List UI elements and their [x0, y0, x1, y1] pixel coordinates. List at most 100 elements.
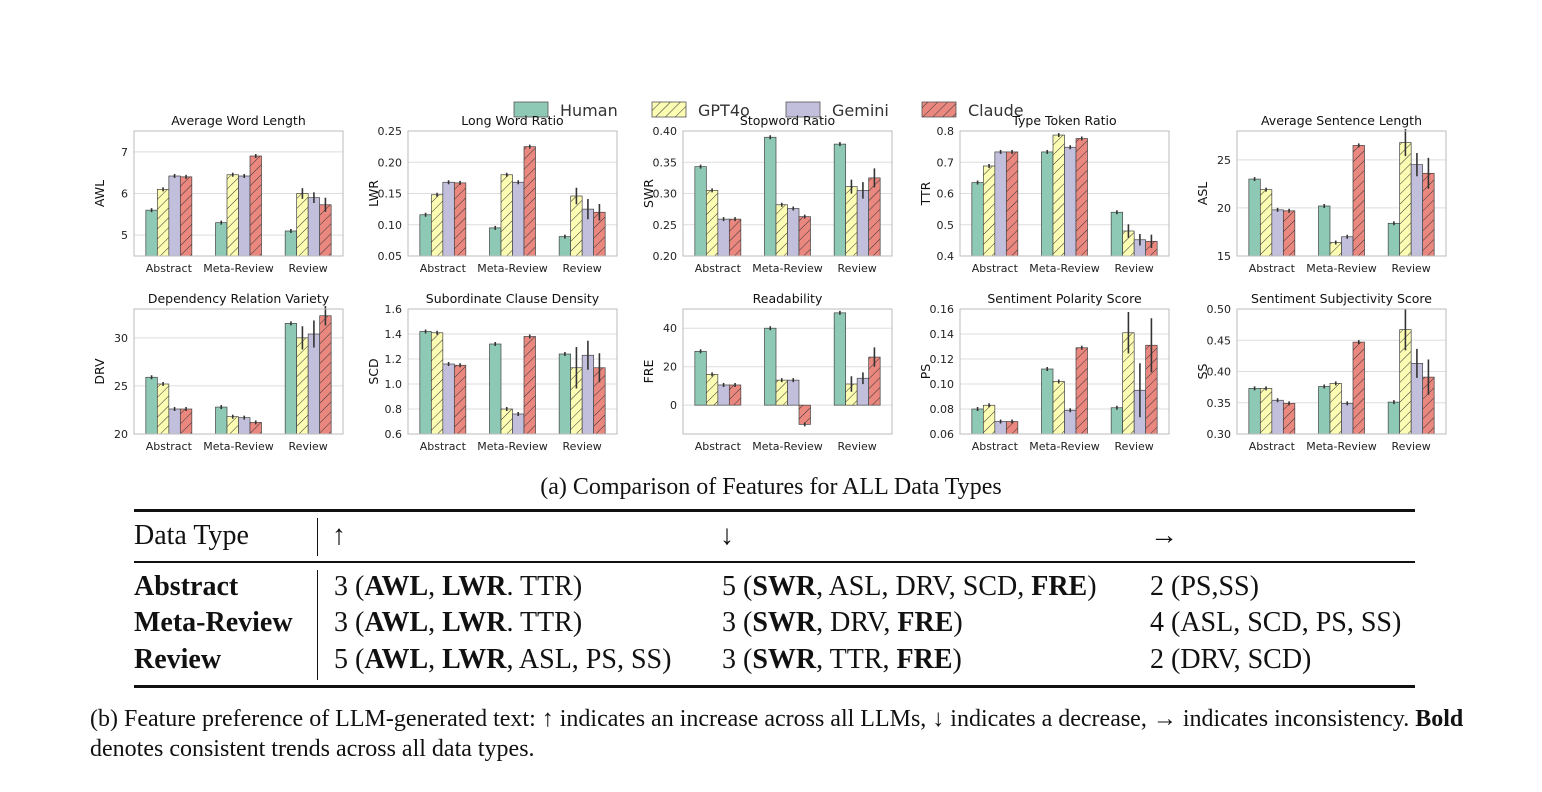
bar-fill — [1064, 409, 1077, 435]
bar-gpt4o-review — [1399, 308, 1412, 435]
text-run: 3 ( — [334, 571, 365, 602]
text-run: 4 (ASL, SCD, PS, SS) — [1150, 607, 1402, 638]
y-tick-label: 0.15 — [378, 188, 403, 201]
x-tick-label: Review — [289, 440, 328, 453]
bar-gpt4o-review — [570, 347, 583, 435]
y-tick-label: 1.2 — [385, 353, 403, 366]
bar-claude-meta-review — [249, 420, 262, 435]
bar-hatch — [1353, 342, 1365, 434]
bar-claude-review — [319, 197, 332, 257]
bar-gemini-abstract — [717, 382, 730, 406]
bar-human-meta-review — [215, 405, 228, 435]
bar-gpt4o-abstract — [1259, 386, 1273, 435]
bar-gemini-abstract — [1271, 207, 1284, 257]
bar-gemini-review — [1410, 153, 1424, 257]
bar-human-abstract — [419, 329, 432, 435]
y-tick-label: 0.6 — [385, 428, 403, 441]
x-tick-label: Review — [1392, 440, 1431, 453]
bar-gpt4o-review — [1399, 129, 1412, 257]
x-tick-label: Review — [1115, 440, 1154, 453]
legend-swatch — [513, 101, 549, 118]
bar-fill — [1271, 209, 1284, 257]
bar-human-meta-review — [764, 326, 777, 406]
bar-hatch — [319, 315, 332, 434]
bar-fill — [215, 222, 228, 257]
bar-fill — [971, 182, 984, 257]
axes-frame — [407, 130, 618, 257]
bar-hatch — [296, 193, 309, 256]
bold-feature: LWR — [442, 571, 507, 602]
bar-gemini-abstract — [994, 149, 1007, 257]
y-tick-label: 0.06 — [930, 428, 955, 441]
bar-claude-meta-review — [798, 214, 811, 257]
panel-scd: 0.6 0.8 1.0 1.2 1.4 1.6 Abstract Meta-Review Rev… — [366, 291, 618, 453]
y-tick-label: 1.6 — [385, 303, 403, 316]
bar-claude-meta-review — [1352, 340, 1365, 435]
text-run: 3 ( — [722, 644, 753, 675]
axes-frame — [959, 130, 1170, 257]
bar-hatch — [799, 216, 811, 256]
bar-human-meta-review — [1318, 204, 1331, 257]
x-tick-label: Abstract — [420, 262, 467, 275]
bar-claude-abstract — [453, 363, 467, 435]
bar-fill — [512, 413, 525, 435]
table-cell-flat: 2 (PS,SS) — [1150, 570, 1259, 604]
bar-human-review — [284, 321, 298, 435]
bar-human-meta-review — [489, 342, 502, 435]
bar-gpt4o-meta-review — [500, 407, 513, 435]
y-axis-label: SCD — [366, 358, 381, 384]
x-tick-label: Abstract — [146, 440, 193, 453]
bar-fill — [1387, 222, 1401, 257]
text-run: 2 (DRV, SCD) — [1150, 644, 1312, 675]
table-vrule-body — [317, 570, 318, 680]
bar-fill — [764, 327, 777, 406]
bar-human-abstract — [419, 212, 432, 257]
bar-hatch — [1076, 347, 1088, 434]
bold-feature: AWL — [364, 644, 429, 675]
text-run: 3 ( — [334, 607, 365, 638]
bar-hatch — [524, 336, 536, 434]
bar-gpt4o-meta-review — [1052, 133, 1065, 257]
text-run: . TTR) — [506, 607, 583, 638]
legend-label: Claude — [968, 101, 1024, 120]
text-run: denotes consistent trends across all dat… — [90, 736, 535, 762]
bar-hatch — [454, 365, 466, 434]
bar-hatch — [454, 182, 466, 256]
y-tick-label: 7 — [121, 146, 128, 159]
bar-claude-meta-review — [523, 334, 536, 435]
bar-hatch — [319, 204, 332, 256]
x-tick-label: Review — [563, 440, 602, 453]
bar-human-review — [833, 310, 847, 406]
bar-hatch — [706, 374, 718, 406]
table-vrule-header — [317, 518, 318, 556]
x-tick-label: Abstract — [972, 440, 1019, 453]
bar-hatch — [431, 332, 443, 434]
bar-fill — [168, 175, 181, 257]
bar-gpt4o-abstract — [156, 187, 170, 257]
bar-hatch — [157, 189, 169, 256]
bar-fill — [694, 166, 707, 257]
bar-claude-review — [1145, 318, 1158, 435]
bar-human-review — [1110, 210, 1124, 257]
x-tick-label: Meta-Review — [477, 440, 548, 453]
bar-hatch — [1260, 388, 1272, 434]
text-run: , DRV, — [816, 607, 898, 638]
bar-gpt4o-meta-review — [1329, 381, 1342, 435]
bar-gpt4o-review — [296, 188, 309, 257]
y-axis-label: PS — [918, 364, 933, 380]
bar-claude-abstract — [1282, 401, 1296, 435]
bar-hatch — [868, 357, 881, 406]
y-tick-label: 0.7 — [937, 156, 955, 169]
bar-fill — [419, 331, 432, 435]
y-tick-label: 1.0 — [385, 378, 403, 391]
bar-human-review — [284, 229, 298, 257]
bar-fill — [856, 190, 870, 257]
bar-gpt4o-abstract — [982, 403, 996, 435]
x-tick-label: Abstract — [972, 262, 1019, 275]
bar-fill — [1248, 178, 1261, 257]
bar-fill — [1064, 146, 1077, 257]
bar-hatch — [1283, 403, 1295, 434]
bar-fill — [1041, 368, 1054, 435]
y-tick-label: 0.20 — [653, 250, 678, 263]
text-run: (b) Feature preference of LLM-generated … — [90, 706, 1416, 732]
